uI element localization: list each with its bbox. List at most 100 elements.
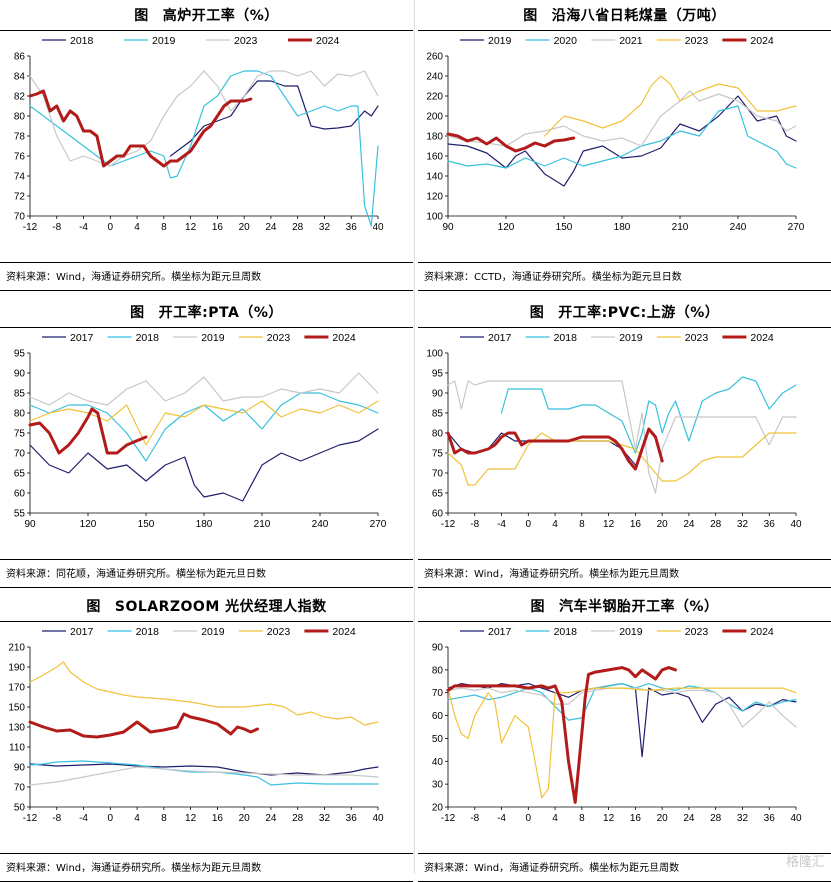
y-tick-label: 84 — [14, 72, 26, 83]
legend-label: 2024 — [750, 332, 774, 344]
chart-title-text: 汽车半钢胎开工率（%） — [558, 599, 719, 615]
x-tick-label: 20 — [657, 519, 669, 530]
y-tick-label: 200 — [426, 112, 443, 123]
series-line-2018 — [500, 376, 797, 454]
legend-label: 2019 — [152, 35, 176, 47]
title-rule — [418, 621, 831, 622]
x-tick-label: 32 — [737, 813, 749, 824]
x-tick-label: 120 — [498, 222, 515, 233]
legend-label: 2019 — [201, 626, 225, 638]
x-tick-label: 270 — [788, 222, 805, 233]
x-tick-label: -8 — [52, 813, 61, 824]
panel-bottom-rule — [0, 290, 413, 291]
x-tick-label: 12 — [603, 519, 615, 530]
y-tick-label: 95 — [432, 369, 444, 380]
series-line-2024 — [446, 132, 576, 153]
legend-label: 2023 — [685, 332, 709, 344]
x-tick-label: -4 — [79, 222, 88, 233]
y-tick-label: 82 — [14, 92, 26, 103]
x-tick-label: 24 — [683, 519, 695, 530]
chart-title: 图汽车半钢胎开工率（%） — [418, 591, 831, 621]
legend-label: 2024 — [332, 626, 356, 638]
y-tick-label: 90 — [432, 643, 444, 654]
chart-title: 图开工率:PTA（%） — [0, 297, 413, 327]
x-tick-label: 20 — [239, 813, 251, 824]
y-tick-label: 75 — [14, 429, 26, 440]
x-tick-label: 8 — [579, 519, 585, 530]
y-tick-label: 60 — [432, 509, 444, 520]
legend-label: 2023 — [685, 35, 709, 47]
figure-label: 图 — [134, 8, 149, 24]
chart-title: 图 SOLARZOOM 光伏经理人指数 — [0, 591, 413, 621]
x-tick-label: 20 — [239, 222, 251, 233]
y-tick-label: 70 — [14, 449, 26, 460]
chart-title-text: 高炉开工率（%） — [162, 8, 279, 24]
x-tick-label: 28 — [292, 222, 304, 233]
chart-title-text: 沿海八省日耗煤量（万吨） — [551, 8, 726, 24]
x-tick-label: -4 — [497, 519, 506, 530]
y-tick-label: 20 — [432, 803, 444, 814]
x-tick-label: 12 — [603, 813, 615, 824]
legend-label: 2018 — [554, 332, 578, 344]
chart-panel-2: 图沿海八省日耗煤量（万吨） 100 120 140 160 180 200 220 240 260… — [418, 0, 831, 291]
x-tick-label: 180 — [614, 222, 631, 233]
x-tick-label: 240 — [730, 222, 747, 233]
y-tick-label: 90 — [14, 369, 26, 380]
x-tick-label: -12 — [23, 222, 38, 233]
x-tick-label: 32 — [319, 813, 331, 824]
series-line-2017 — [447, 682, 797, 758]
y-tick-label: 72 — [14, 192, 26, 203]
chart-title: 图沿海八省日耗煤量（万吨） — [418, 0, 831, 30]
x-tick-label: 240 — [312, 519, 329, 530]
x-tick-label: 24 — [265, 222, 277, 233]
legend-label: 2018 — [136, 332, 160, 344]
legend-label: 2019 — [619, 626, 643, 638]
y-tick-label: 70 — [14, 212, 26, 223]
y-tick-label: 80 — [432, 429, 444, 440]
legend-label: 2019 — [488, 35, 512, 47]
x-tick-label: 12 — [185, 222, 197, 233]
y-tick-label: 75 — [432, 449, 444, 460]
legend-label: 2017 — [488, 332, 512, 344]
series-line-2023 — [544, 75, 797, 137]
y-tick-label: 70 — [432, 688, 444, 699]
figure-label: 图 — [130, 305, 145, 321]
y-tick-label: 50 — [14, 803, 26, 814]
x-tick-label: -12 — [23, 813, 38, 824]
series-line-2023 — [29, 70, 379, 167]
series-line-2019 — [29, 766, 379, 786]
series-line-2024 — [28, 712, 259, 739]
legend-label: 2017 — [70, 626, 94, 638]
line-chart: 55 60 65 70 75 80 85 90 95 90 120 150 180 210 240 270 20… — [14, 332, 387, 530]
x-tick-label: 40 — [372, 813, 384, 824]
chart-panel-6: 图汽车半钢胎开工率（%） 20 30 40 50 60 70 80 90 -12 -8 -4 0 4 8 12… — [418, 591, 831, 882]
panel-bottom-rule — [0, 587, 413, 588]
x-tick-label: 24 — [265, 813, 277, 824]
legend-label: 2023 — [267, 332, 291, 344]
x-tick-label: 32 — [319, 222, 331, 233]
y-tick-label: 190 — [8, 663, 25, 674]
legend-label: 2023 — [234, 35, 258, 47]
y-tick-label: 130 — [8, 723, 25, 734]
x-tick-label: -12 — [441, 813, 456, 824]
x-tick-label: 90 — [24, 519, 36, 530]
series-line-2017 — [29, 763, 379, 776]
y-tick-label: 95 — [14, 349, 26, 360]
x-tick-label: 8 — [161, 222, 167, 233]
x-tick-label: 90 — [442, 222, 454, 233]
y-tick-label: 90 — [14, 763, 26, 774]
x-tick-label: 28 — [292, 813, 304, 824]
y-tick-label: 65 — [14, 469, 26, 480]
y-tick-label: 210 — [8, 643, 25, 654]
figure-label: 图 — [529, 305, 545, 321]
legend-label: 2024 — [332, 332, 356, 344]
source-rule — [0, 262, 413, 263]
chart-title-text: 开工率:PVC:上游（%） — [558, 305, 720, 321]
chart-panel-1: 图高炉开工率（%） 70 72 74 76 78 80 82 84 86 -12 -8 -4 0 4 8 12 1… — [0, 0, 413, 291]
y-tick-label: 60 — [14, 489, 26, 500]
legend-label: 2017 — [488, 626, 512, 638]
legend-label: 2024 — [750, 626, 774, 638]
source-rule — [0, 853, 413, 854]
